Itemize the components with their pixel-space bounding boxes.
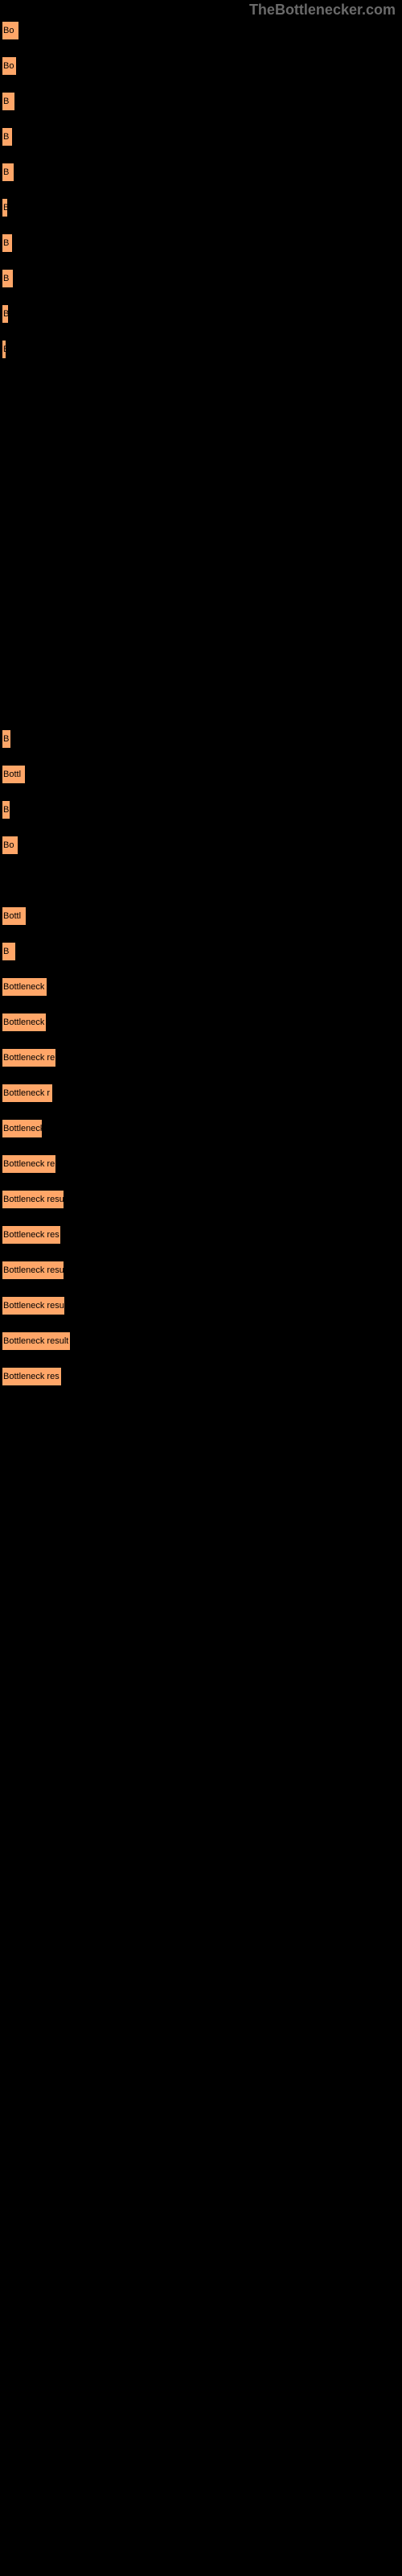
bar-row: B — [2, 269, 402, 288]
bar-label: B — [3, 734, 9, 744]
bar-row: Bottleneck — [2, 1119, 402, 1138]
bar-row — [2, 658, 402, 678]
bar-row: B — [2, 163, 402, 182]
bar-row — [2, 411, 402, 430]
bar-row: Bottleneck — [2, 1013, 402, 1032]
bar-row: Bo — [2, 21, 402, 40]
bar-row: Bottleneck res — [2, 1367, 402, 1386]
bar-row: B — [2, 304, 402, 324]
bar-row: Bottleneck res — [2, 1225, 402, 1245]
bar-row — [2, 588, 402, 607]
bar-row: Bo — [2, 836, 402, 855]
bar-row — [2, 694, 402, 713]
bar-label: Bottleneck result — [3, 1336, 68, 1346]
bar-row — [2, 446, 402, 465]
bar-label: Bo — [3, 840, 14, 850]
bar-row — [2, 517, 402, 536]
bar-chart: Bo Bo B B B B B B B B B Bottl B Bo Bottl B Bottleneck Bot… — [0, 0, 402, 1386]
bar-label: Bottleneck res — [3, 1372, 59, 1381]
bar-label: Bo — [3, 26, 14, 35]
bar-label: B — [3, 309, 9, 319]
bar-label: Bottleneck — [3, 982, 44, 992]
bar-row: B — [2, 942, 402, 961]
bar-label: B — [3, 97, 9, 106]
bar-row: Bottl — [2, 765, 402, 784]
bar-label: B — [3, 203, 9, 213]
bar-label: B — [3, 132, 9, 142]
bar-row: B — [2, 92, 402, 111]
watermark-text: TheBottlenecker.com — [249, 2, 396, 19]
bar-row: Bottleneck resu — [2, 1261, 402, 1280]
bar-label: B — [3, 274, 9, 283]
bar-label: Bo — [3, 61, 14, 71]
bar-label: Bottleneck res — [3, 1230, 59, 1240]
bar-label: Bottleneck resu — [3, 1301, 64, 1311]
bar-label: B — [3, 947, 9, 956]
bar-row: B — [2, 340, 402, 359]
bar-row: B — [2, 729, 402, 749]
bar-row: Bottleneck — [2, 977, 402, 997]
bar-row: Bottl — [2, 906, 402, 926]
bar-row — [2, 375, 402, 394]
bar-row: Bottleneck r — [2, 1084, 402, 1103]
bar-row: B — [2, 233, 402, 253]
bar-row: Bottleneck resu — [2, 1190, 402, 1209]
bar-row: Bottleneck resu — [2, 1296, 402, 1315]
bar-label: B — [3, 805, 9, 815]
bar — [2, 375, 3, 394]
bar-row — [2, 552, 402, 572]
bar-row: Bottleneck re — [2, 1048, 402, 1067]
bar-label: Bottl — [3, 911, 21, 921]
bar-row: Bottleneck result — [2, 1331, 402, 1351]
bar-row: B — [2, 127, 402, 147]
bar-row — [2, 481, 402, 501]
bar-label: Bottleneck — [3, 1018, 44, 1027]
bar-row: Bo — [2, 56, 402, 76]
bar-label: Bottl — [3, 770, 21, 779]
bar-label: Bottleneck resu — [3, 1195, 64, 1204]
bar-label: Bottleneck re — [3, 1159, 55, 1169]
bar-row: B — [2, 800, 402, 819]
bar-row: B — [2, 198, 402, 217]
bar-row — [2, 623, 402, 642]
bar-label: B — [3, 238, 9, 248]
bar-label: Bottleneck — [3, 1124, 43, 1133]
bar-row: Bottleneck re — [2, 1154, 402, 1174]
bar-label: B — [3, 167, 9, 177]
bar-label: Bottleneck resu — [3, 1265, 64, 1275]
bar-row — [2, 871, 402, 890]
bar-label: Bottleneck r — [3, 1088, 50, 1098]
bar-label: B — [3, 345, 9, 354]
bar-label: Bottleneck re — [3, 1053, 55, 1063]
